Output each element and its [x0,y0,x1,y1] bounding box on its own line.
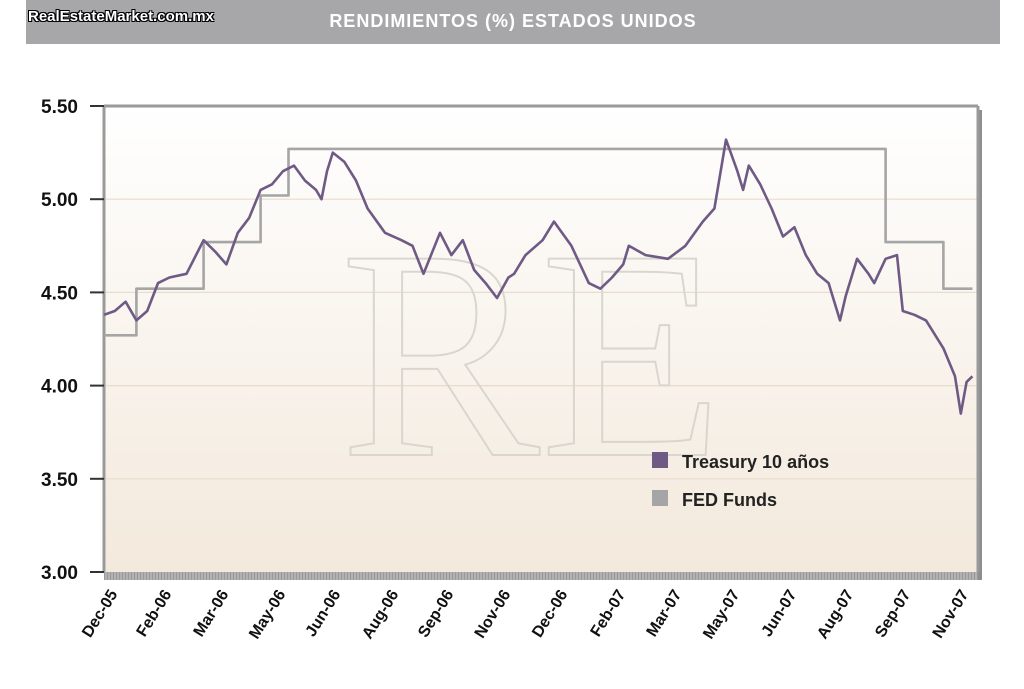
x-tick-labels: Dec-05 Feb-06 Mar-06 May-06 Jun-06 Aug-06 Sep-… [79,587,972,642]
legend-label-fed: FED Funds [682,490,777,510]
series-fed-line [104,147,973,337]
plot-area [104,106,978,572]
x-tick-label: Mar-07 [644,587,686,640]
y-tick-label: 4.00 [41,377,78,398]
y-tick-label: 5.50 [41,97,78,118]
x-tick-label: Feb-06 [134,587,176,640]
x-tick-label: Feb-07 [588,587,630,640]
legend-swatch-fed [652,490,668,506]
y-tick-label: 4.50 [41,283,78,304]
legend-swatch-treasury [652,452,668,468]
title-banner: RENDIMIENTOS (%) ESTADOS UNIDOS [26,0,1000,44]
series-treasury-line [103,138,974,415]
x-tick-label: Aug-07 [814,587,857,642]
gridlines [104,198,978,480]
x-tick-label: Sep-07 [872,587,914,641]
legend-label-treasury: Treasury 10 años [682,452,829,472]
chart-title: RENDIMIENTOS (%) ESTADOS UNIDOS [329,11,697,31]
y-tick-label: 3.50 [41,470,78,491]
y-tick-label: 3.00 [41,563,78,584]
x-tick-label: Jun-06 [303,587,345,640]
x-tick-label: Dec-05 [79,587,121,641]
x-tick-label: May-06 [246,587,289,642]
x-tick-label: Nov-06 [472,587,515,641]
x-tick-label: May-07 [700,587,743,642]
x-tick-label: Aug-06 [359,587,402,642]
axes [90,104,980,580]
x-tick-label: Sep-06 [415,587,457,641]
x-tick-label: Nov-07 [930,587,973,641]
x-tick-label: Dec-06 [529,587,571,641]
x-tick-label: Mar-06 [191,587,233,640]
x-tick-label: Jun-07 [759,587,801,640]
y-tick-labels: 5.50 5.00 4.50 4.00 3.50 3.00 [41,97,78,584]
brand-logo-text: RealEstateMarket.com.mx [28,8,214,25]
series-lines [103,138,974,415]
legend: Treasury 10 años FED Funds [652,452,829,510]
y-tick-label: 5.00 [41,190,78,211]
